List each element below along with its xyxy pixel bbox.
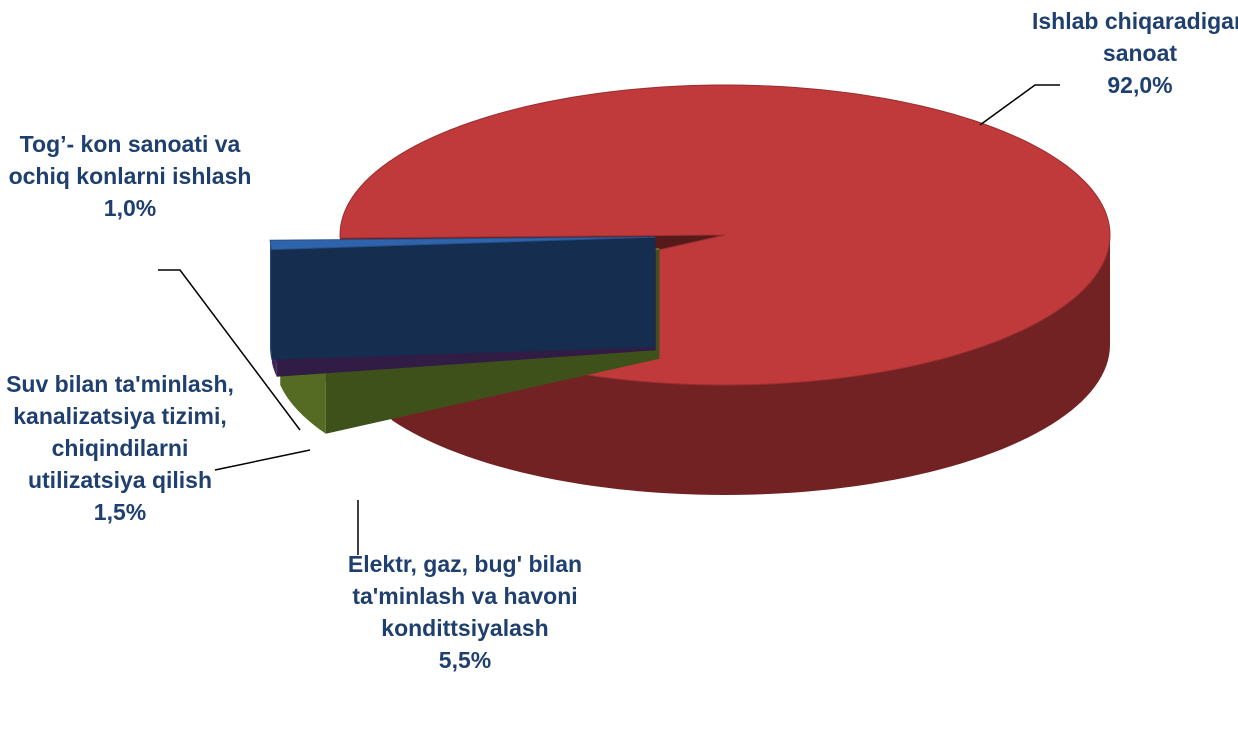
leader-line (158, 269, 301, 431)
slice-label: Elektr, gaz, bug' bilan ta'minlash va ha… (345, 548, 585, 676)
slice-side (270, 240, 272, 360)
label-value: 92,0% (1107, 72, 1173, 98)
label-name: Ishlab chiqaradigan sanoat (1032, 8, 1238, 66)
slice-label: Ishlab chiqaradigan sanoat 92,0% (1030, 5, 1238, 101)
leader-lines (158, 84, 1060, 555)
slice-label: Suv bilan ta'minlash, kanalizatsiya tizi… (0, 368, 240, 528)
label-value: 1,0% (103, 195, 157, 221)
label-value: 1,5% (93, 499, 147, 525)
label-name: Tog’- kon sanoati va ochiq konlarni ishl… (8, 131, 252, 189)
slice-wall (270, 237, 656, 351)
label-value: 5,5% (438, 647, 492, 673)
label-name: Elektr, gaz, bug' bilan ta'minlash va ha… (347, 551, 583, 641)
leader-line (214, 449, 311, 471)
slice-label: Tog’- kon sanoati va ochiq konlarni ishl… (0, 128, 260, 224)
slice-side (391, 235, 1111, 495)
label-name: Suv bilan ta'minlash, kanalizatsiya tizi… (6, 371, 234, 493)
leader-line (979, 84, 1060, 126)
slice (269, 236, 656, 251)
